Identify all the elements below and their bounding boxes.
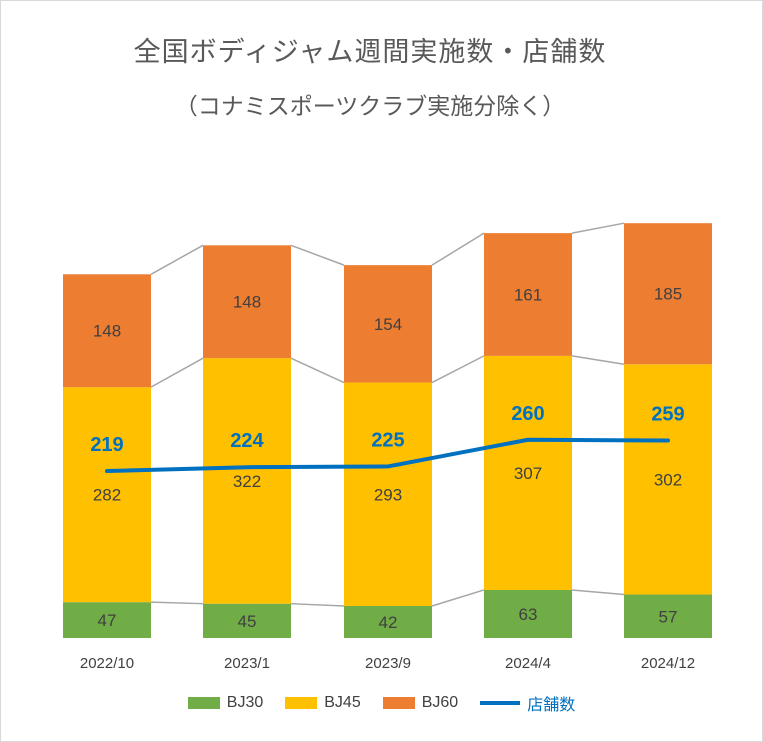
legend: BJ30 BJ45 BJ60 店舗数	[0, 690, 763, 716]
legend-swatch-bj60	[382, 697, 415, 709]
legend-label-bj45: BJ45	[324, 694, 361, 711]
store-count-label-4: 259	[651, 404, 684, 426]
data-label-bj45-4: 302	[654, 470, 682, 489]
data-label-bj30-2: 42	[379, 613, 398, 632]
bar-bj60-3	[484, 233, 572, 356]
store-count-label-3: 260	[511, 403, 544, 425]
series-line-bj45-0	[150, 357, 204, 388]
chart-subtitle: （コナミスポーツクラブ実施分除く）	[174, 94, 566, 120]
data-label-bj60-1: 148	[233, 293, 261, 312]
bar-bj45-4	[624, 364, 712, 595]
chart-title: 全国ボディジャム週間実施数・店舗数	[133, 37, 607, 68]
store-count-label-0: 219	[90, 434, 123, 456]
series-line-bj60-0	[150, 244, 204, 275]
bar-bj45-3	[484, 355, 572, 590]
data-label-bj30-0: 47	[98, 611, 117, 630]
data-label-bj30-4: 57	[659, 607, 678, 626]
legend-label-bj60: BJ60	[421, 694, 459, 711]
series-line-bj60-1	[290, 244, 345, 266]
series-line-bj30-1	[290, 602, 345, 607]
bar-bj60-4	[624, 223, 712, 365]
x-tick-label-3: 2024/4	[505, 655, 551, 672]
bar-bj60-1	[203, 245, 291, 359]
store-count-label-1: 224	[230, 430, 264, 452]
series-line-bj60-3	[571, 222, 625, 234]
data-label-bj45-3: 307	[514, 464, 542, 483]
legend-label-stores: 店舗数	[527, 697, 576, 714]
bar-bj30-3	[484, 589, 572, 638]
series-line-bj45-2	[431, 355, 485, 384]
legend-swatch-bj45	[285, 697, 318, 709]
bar-bj45-1	[203, 358, 291, 604]
series-line-bj60-2	[431, 232, 485, 266]
x-tick-label-0: 2022/10	[80, 655, 134, 672]
legend-label-bj30: BJ30	[226, 694, 264, 711]
bar-bj45-2	[344, 382, 432, 606]
bar-bj30-0	[63, 602, 151, 638]
data-label-bj45-2: 293	[374, 485, 402, 504]
bar-bj45-0	[63, 387, 151, 603]
legend-item-bj45: BJ45	[285, 694, 361, 712]
x-tick-label-1: 2023/1	[224, 655, 270, 672]
series-line-bj30-3	[571, 589, 625, 596]
data-label-bj45-1: 322	[233, 472, 261, 491]
series-line-bj45-1	[290, 357, 345, 384]
legend-swatch-bj30	[187, 697, 220, 709]
data-label-bj60-4: 185	[654, 285, 682, 304]
bar-bj30-4	[624, 594, 712, 638]
legend-item-stores: 店舗数	[480, 691, 575, 715]
bar-bj30-2	[344, 605, 432, 638]
legend-item-bj30: BJ30	[187, 694, 264, 712]
data-label-bj60-2: 154	[374, 315, 402, 334]
store-count-line	[105, 437, 670, 474]
bar-bj60-0	[63, 274, 151, 388]
bar-bj60-2	[344, 265, 432, 383]
data-label-bj30-1: 45	[238, 612, 257, 631]
legend-item-bj60: BJ60	[382, 694, 459, 712]
x-tick-label-2: 2023/9	[365, 655, 411, 672]
data-label-bj30-3: 63	[519, 605, 538, 624]
data-label-bj60-3: 161	[514, 285, 542, 304]
legend-swatch-stores	[480, 701, 521, 705]
data-label-bj60-0: 148	[93, 322, 121, 341]
series-line-bj30-2	[431, 589, 485, 607]
bar-bj30-1	[203, 603, 291, 638]
series-line-bj45-3	[571, 355, 625, 366]
series-line-bj30-0	[150, 601, 204, 605]
data-label-bj45-0: 282	[93, 486, 121, 505]
store-count-label-2: 225	[371, 429, 404, 451]
x-tick-label-4: 2024/12	[641, 655, 695, 672]
